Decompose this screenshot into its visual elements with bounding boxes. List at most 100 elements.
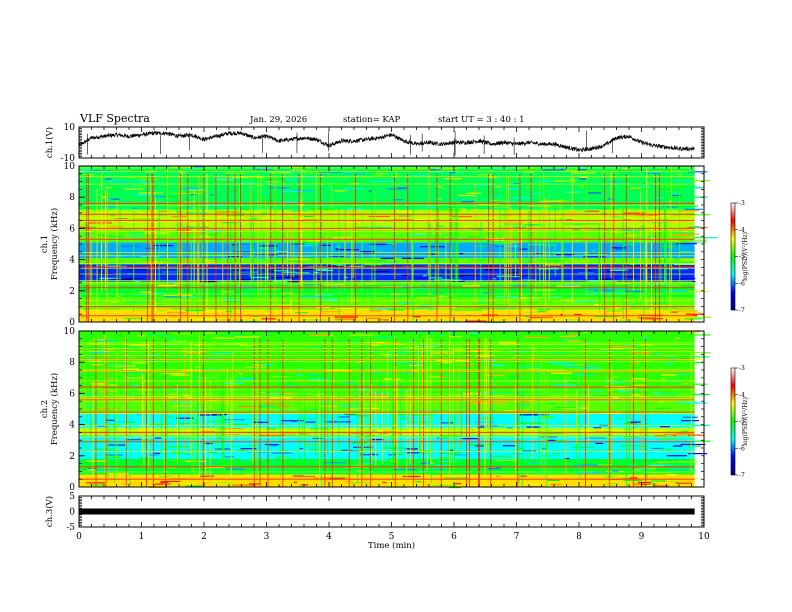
spectral-speckle: [137, 207, 156, 209]
spectral-speckle: [677, 310, 698, 312]
spectral-speckle: [492, 239, 507, 241]
spectral-speckle: [651, 447, 664, 450]
spectral-speckle: [526, 455, 531, 457]
spectral-speckle: [303, 215, 314, 218]
spectral-speckle: [454, 483, 462, 485]
spectral-speckle: [364, 449, 371, 451]
spectral-speckle: [444, 320, 461, 322]
spectral-speckle: [659, 448, 674, 450]
spectral-speckle: [470, 349, 490, 352]
spectral-speckle: [636, 468, 651, 470]
spectral-speckle: [528, 399, 541, 401]
spectral-speckle: [158, 284, 180, 287]
spectral-speckle: [587, 252, 609, 254]
spectral-speckle: [269, 187, 291, 189]
spectral-speckle: [637, 317, 656, 319]
spectral-speckle: [461, 201, 475, 203]
spectral-speckle: [686, 424, 710, 427]
spectral-speckle: [356, 361, 365, 363]
spectral-speckle: [363, 321, 381, 324]
spectral-speckle: [300, 270, 318, 272]
spectral-speckle: [300, 484, 309, 486]
spectral-speckle: [578, 442, 588, 444]
spectral-speckle: [397, 302, 413, 304]
spectral-speckle: [299, 447, 304, 450]
spectral-speckle: [678, 209, 700, 212]
spectral-speckle: [304, 319, 327, 321]
spectral-speckle: [425, 381, 433, 383]
spectral-speckle: [668, 464, 690, 466]
spectral-speckle: [91, 227, 97, 229]
spectral-speckle: [237, 449, 249, 451]
spectral-speckle: [414, 233, 426, 235]
spectral-speckle: [245, 366, 266, 368]
spectral-speckle: [361, 320, 374, 322]
spectral-speckle: [223, 300, 243, 303]
spectral-speckle: [611, 247, 627, 249]
spectral-speckle: [231, 362, 237, 364]
spectral-speckle: [542, 206, 563, 209]
spectral-speckle: [468, 444, 493, 446]
spectral-speckle: [202, 368, 222, 370]
spectral-speckle: [228, 190, 235, 192]
spectral-speckle: [672, 435, 677, 437]
spectral-speckle: [111, 421, 133, 423]
spectral-speckle: [564, 457, 570, 460]
spectral-speckle: [429, 169, 441, 171]
spectral-speckle: [372, 295, 376, 297]
x-tick-label: 2: [201, 532, 207, 542]
spectral-speckle: [551, 408, 568, 410]
spectral-speckle: [357, 283, 362, 285]
spectral-speckle: [129, 221, 136, 224]
spectral-speckle: [167, 205, 183, 207]
spectral-speckle: [150, 182, 173, 184]
spectral-speckle: [236, 279, 251, 281]
spectral-speckle: [579, 178, 588, 180]
spectral-speckle: [137, 346, 152, 348]
spectral-speckle: [330, 477, 346, 480]
spectral-speckle: [595, 442, 604, 445]
x-tick-label: 6: [451, 532, 457, 542]
spectral-speckle: [166, 337, 178, 339]
spectral-speckle: [159, 210, 169, 212]
spectral-speckle: [80, 374, 96, 376]
spectral-speckle: [484, 403, 507, 405]
spectral-speckle: [157, 248, 180, 250]
spectral-speckle: [138, 192, 163, 194]
spectral-speckle: [488, 468, 501, 470]
spectral-speckle: [209, 194, 214, 196]
spectral-speckle: [145, 232, 151, 234]
colorbar-label: log(PSD)(V²/Hz): [742, 232, 749, 281]
spectral-speckle: [350, 334, 375, 336]
spectral-speckle: [171, 374, 189, 376]
spectral-speckle: [89, 484, 104, 486]
spectral-speckle: [110, 301, 119, 303]
spectral-speckle: [657, 188, 669, 190]
spectral-speckle: [626, 343, 638, 345]
spectral-speckle: [551, 363, 575, 365]
spectral-speckle: [545, 442, 559, 445]
spectral-speckle: [213, 413, 228, 416]
spectral-speckle: [338, 348, 346, 350]
spectral-speckle: [503, 200, 518, 203]
spectral-speckle: [456, 274, 465, 277]
spectral-speckle: [518, 374, 525, 377]
spectral-speckle: [336, 210, 359, 212]
spectral-speckle: [543, 415, 555, 418]
spectral-speckle: [481, 177, 501, 180]
spectral-speckle: [588, 464, 612, 466]
spectral-speckle: [147, 172, 167, 174]
spectral-speckle: [208, 175, 226, 177]
spectral-speckle: [431, 209, 449, 211]
spectral-speckle: [484, 374, 506, 377]
spectral-speckle: [153, 376, 164, 378]
spectral-speckle: [393, 469, 417, 471]
spectral-speckle: [629, 187, 642, 189]
spectral-speckle: [381, 430, 397, 432]
spectral-speckle: [618, 228, 636, 230]
spectral-speckle: [260, 279, 273, 281]
spectral-speckle: [151, 422, 158, 425]
spectral-speckle: [541, 432, 563, 434]
spectral-speckle: [636, 309, 640, 311]
spectral-speckle: [545, 402, 557, 405]
